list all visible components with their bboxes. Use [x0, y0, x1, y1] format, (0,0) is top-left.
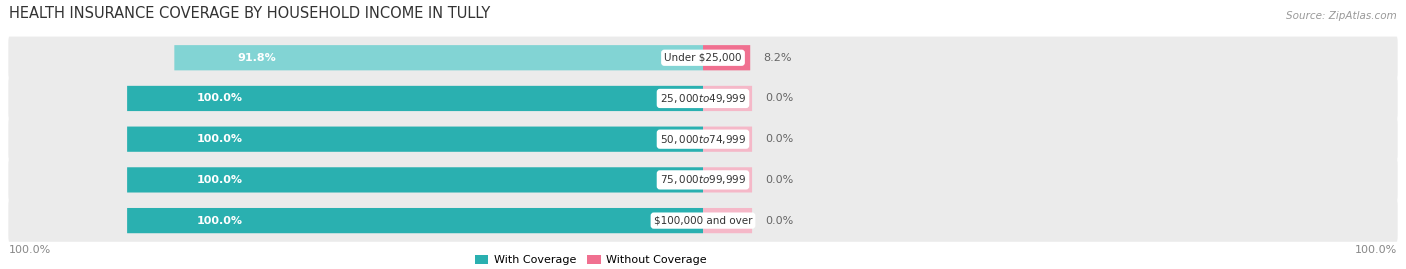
Text: $25,000 to $49,999: $25,000 to $49,999	[659, 92, 747, 105]
FancyBboxPatch shape	[127, 126, 703, 152]
FancyBboxPatch shape	[703, 126, 752, 152]
FancyBboxPatch shape	[703, 45, 751, 70]
Text: 100.0%: 100.0%	[10, 245, 52, 255]
FancyBboxPatch shape	[8, 199, 1398, 242]
FancyBboxPatch shape	[127, 86, 703, 111]
Text: 100.0%: 100.0%	[1354, 245, 1396, 255]
Text: 0.0%: 0.0%	[765, 175, 793, 185]
FancyBboxPatch shape	[8, 37, 1398, 79]
FancyBboxPatch shape	[8, 118, 1398, 160]
FancyBboxPatch shape	[127, 167, 703, 193]
Text: HEALTH INSURANCE COVERAGE BY HOUSEHOLD INCOME IN TULLY: HEALTH INSURANCE COVERAGE BY HOUSEHOLD I…	[10, 6, 491, 21]
FancyBboxPatch shape	[127, 208, 703, 233]
FancyBboxPatch shape	[8, 77, 1398, 120]
Text: 0.0%: 0.0%	[765, 134, 793, 144]
Text: $100,000 and over: $100,000 and over	[654, 215, 752, 226]
Text: 100.0%: 100.0%	[197, 93, 242, 104]
FancyBboxPatch shape	[174, 45, 703, 70]
Text: 100.0%: 100.0%	[197, 134, 242, 144]
Legend: With Coverage, Without Coverage: With Coverage, Without Coverage	[471, 250, 711, 269]
FancyBboxPatch shape	[8, 159, 1398, 201]
FancyBboxPatch shape	[703, 208, 752, 233]
FancyBboxPatch shape	[703, 86, 752, 111]
Text: $75,000 to $99,999: $75,000 to $99,999	[659, 174, 747, 186]
Text: Source: ZipAtlas.com: Source: ZipAtlas.com	[1286, 11, 1396, 21]
Text: Under $25,000: Under $25,000	[664, 53, 742, 63]
Text: $50,000 to $74,999: $50,000 to $74,999	[659, 133, 747, 146]
Text: 100.0%: 100.0%	[197, 175, 242, 185]
Text: 91.8%: 91.8%	[238, 53, 277, 63]
Text: 0.0%: 0.0%	[765, 215, 793, 226]
FancyBboxPatch shape	[703, 167, 752, 193]
Text: 0.0%: 0.0%	[765, 93, 793, 104]
Text: 8.2%: 8.2%	[763, 53, 792, 63]
Text: 100.0%: 100.0%	[197, 215, 242, 226]
